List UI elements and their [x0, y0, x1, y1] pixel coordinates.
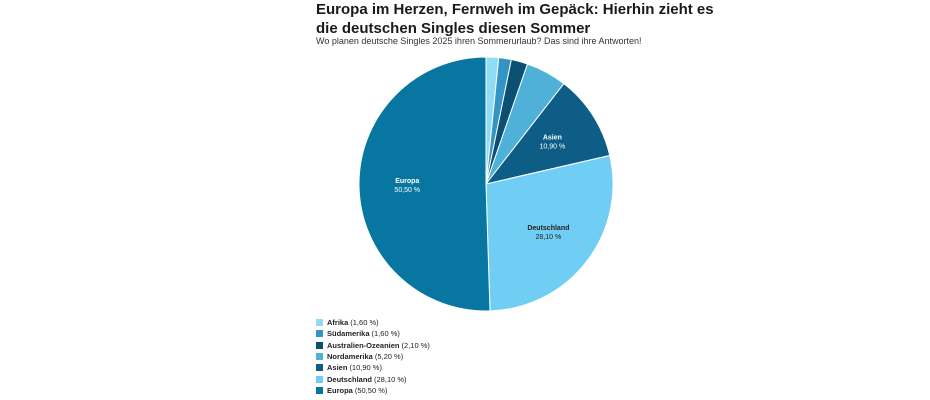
legend-swatch	[316, 375, 323, 383]
legend-swatch	[316, 341, 323, 349]
legend-label: Australien-Ozeanien	[327, 340, 400, 350]
chart-subtitle: Wo planen deutsche Singles 2025 ihren So…	[316, 36, 642, 46]
legend-item-asien[interactable]: Asien (10,90 %)	[316, 362, 430, 373]
slice-data-label: Deutschland 28,10 %	[527, 225, 569, 241]
legend-label: Asien	[327, 363, 348, 373]
chart-title: Europa im Herzen, Fernweh im Gepäck: Hie…	[316, 1, 714, 37]
legend-swatch	[316, 353, 323, 361]
pie-slice-europa[interactable]	[358, 56, 491, 312]
legend-value: (2,10 %)	[401, 340, 430, 350]
legend-item-deutschland[interactable]: Deutschland (28,10 %)	[316, 373, 430, 384]
legend-swatch	[316, 386, 323, 394]
legend-item-suedamerika[interactable]: Südamerika (1,60 %)	[316, 328, 430, 339]
legend-value: (10,90 %)	[349, 363, 382, 373]
legend-item-europa[interactable]: Europa (50,50 %)	[316, 385, 430, 396]
legend-swatch	[316, 364, 323, 372]
legend-value: (50,50 %)	[354, 385, 388, 395]
legend-value: (1,60 %)	[350, 318, 379, 328]
legend-item-nordamerika[interactable]: Nordamerika (5,20 %)	[316, 351, 430, 362]
legend-item-afrika[interactable]: Afrika (1,60 %)	[316, 317, 430, 328]
legend-item-australien-ozeanien[interactable]: Australien-Ozeanien (2,10 %)	[316, 340, 430, 351]
legend-swatch	[316, 319, 323, 327]
legend-value: (1,60 %)	[371, 329, 400, 339]
pie-slice-deutschland[interactable]	[485, 154, 614, 312]
legend-label: Südamerika	[327, 329, 370, 339]
slice-data-label: Europa 50,50 %	[394, 178, 420, 194]
legend-label: Europa	[327, 385, 353, 395]
legend-value: (28,10 %)	[374, 374, 407, 384]
pie-slice-asien[interactable]	[484, 82, 611, 185]
chart-legend: Afrika (1,60 %) Südamerika (1,60 %) Aust…	[316, 317, 430, 396]
slice-data-label: Asien 10,90 %	[540, 135, 566, 151]
legend-swatch	[316, 330, 323, 338]
legend-label: Deutschland	[327, 374, 373, 384]
legend-label: Afrika	[327, 318, 349, 328]
legend-label: Nordamerika	[327, 352, 373, 362]
legend-value: (5,20 %)	[374, 352, 404, 362]
